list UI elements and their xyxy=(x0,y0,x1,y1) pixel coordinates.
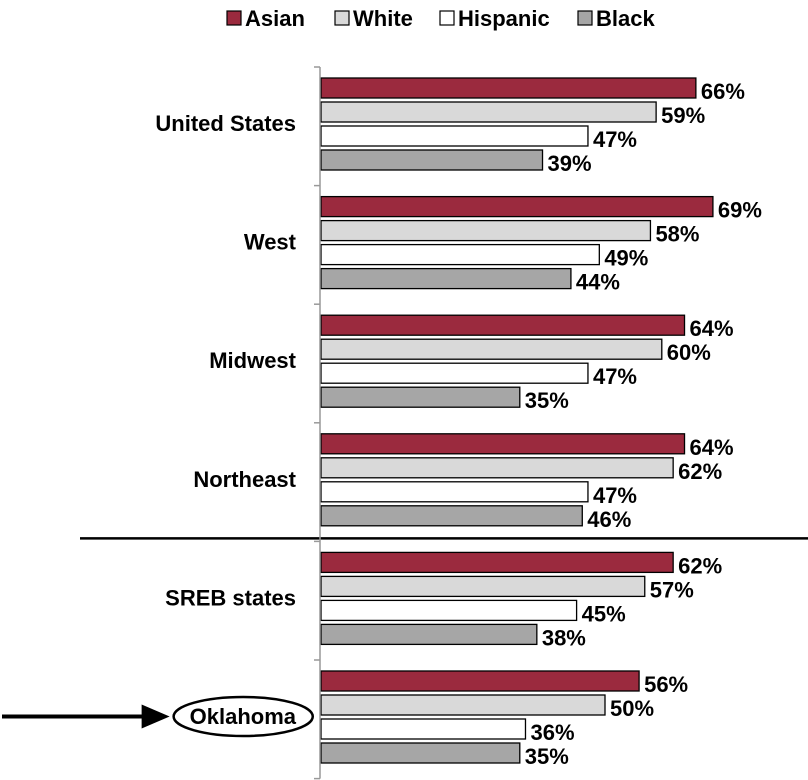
bar-midwest-white xyxy=(320,338,663,360)
bar-sreb-states-white xyxy=(320,575,646,598)
legend-item-black: Black xyxy=(577,6,655,31)
y-axis xyxy=(314,66,321,780)
value-label-northeast-white: 62% xyxy=(678,459,722,484)
bar-northeast-asian xyxy=(320,433,686,455)
bar-west-asian xyxy=(320,195,714,218)
bar-northeast-white xyxy=(320,457,674,479)
legend-swatch-white xyxy=(334,10,350,26)
legend-item-hispanic: Hispanic xyxy=(439,6,550,31)
bar-united-states-black xyxy=(320,149,544,171)
value-label-west-hispanic: 49% xyxy=(604,246,648,271)
value-label-west-white: 58% xyxy=(655,222,699,247)
legend-swatch-asian xyxy=(226,10,242,26)
highlight-ellipse xyxy=(172,695,315,738)
legend-item-white: White xyxy=(334,6,413,31)
value-label-oklahoma-hispanic: 36% xyxy=(530,720,574,745)
bar-united-states-asian xyxy=(320,77,697,99)
value-label-oklahoma-asian: 56% xyxy=(644,672,688,697)
highlight-arrow-head xyxy=(141,704,170,729)
bar-sreb-states-asian xyxy=(320,551,674,574)
bar-oklahoma-hispanic xyxy=(320,718,527,740)
value-label-west-asian: 69% xyxy=(718,198,762,223)
bar-sreb-states-hispanic xyxy=(320,599,578,622)
value-labels: 66%59%47%39%69%58%49%44%64%60%47%35%64%6… xyxy=(525,79,762,769)
value-label-oklahoma-white: 50% xyxy=(610,696,654,721)
category-label-oklahoma: Oklahoma xyxy=(190,704,297,729)
legend-swatch-hispanic xyxy=(439,10,455,26)
category-label-northeast: Northeast xyxy=(193,467,296,492)
value-label-midwest-black: 35% xyxy=(525,388,569,413)
value-label-sreb-states-black: 38% xyxy=(542,625,586,650)
legend-label-white: White xyxy=(353,6,413,31)
bar-northeast-hispanic xyxy=(320,481,589,503)
bar-oklahoma-asian xyxy=(320,670,640,692)
value-label-united-states-hispanic: 47% xyxy=(593,127,637,152)
value-label-united-states-white: 59% xyxy=(661,103,705,128)
legend-label-hispanic: Hispanic xyxy=(458,6,550,31)
value-label-sreb-states-hispanic: 45% xyxy=(582,601,626,626)
highlight-marker xyxy=(2,695,315,738)
value-label-sreb-states-asian: 62% xyxy=(678,553,722,578)
bar-united-states-hispanic xyxy=(320,125,589,147)
value-label-west-black: 44% xyxy=(576,270,620,295)
bar-west-black xyxy=(320,267,572,290)
bars xyxy=(320,77,714,764)
category-labels: United States West Midwest Northeast SREB st… xyxy=(155,111,296,729)
bar-northeast-black xyxy=(320,505,583,527)
value-label-midwest-asian: 64% xyxy=(690,316,734,341)
bar-midwest-black xyxy=(320,386,521,408)
value-label-northeast-hispanic: 47% xyxy=(593,483,637,508)
bar-west-white xyxy=(320,219,652,242)
bar-oklahoma-white xyxy=(320,694,606,716)
bar-sreb-states-black xyxy=(320,623,538,646)
category-label-west: West xyxy=(244,230,297,255)
legend-item-asian: Asian xyxy=(226,6,305,31)
value-label-united-states-asian: 66% xyxy=(701,79,745,104)
value-label-northeast-black: 46% xyxy=(587,507,631,532)
category-label-united-states: United States xyxy=(155,111,296,136)
value-label-sreb-states-white: 57% xyxy=(650,577,694,602)
bar-midwest-hispanic xyxy=(320,362,589,384)
category-label-sreb-states: SREB states xyxy=(165,585,296,610)
value-label-midwest-white: 60% xyxy=(667,340,711,365)
value-label-midwest-hispanic: 47% xyxy=(593,364,637,389)
legend-label-asian: Asian xyxy=(245,6,305,31)
legend: Asian White Hispanic Black xyxy=(226,6,655,31)
bar-oklahoma-black xyxy=(320,742,521,764)
legend-swatch-black xyxy=(577,10,593,26)
value-label-united-states-black: 39% xyxy=(548,151,592,176)
value-label-northeast-asian: 64% xyxy=(690,435,734,460)
legend-label-black: Black xyxy=(596,6,655,31)
category-label-midwest: Midwest xyxy=(209,348,296,373)
bar-united-states-white xyxy=(320,101,657,123)
value-label-oklahoma-black: 35% xyxy=(525,744,569,769)
bar-west-hispanic xyxy=(320,243,600,266)
bar-midwest-asian xyxy=(320,314,686,336)
